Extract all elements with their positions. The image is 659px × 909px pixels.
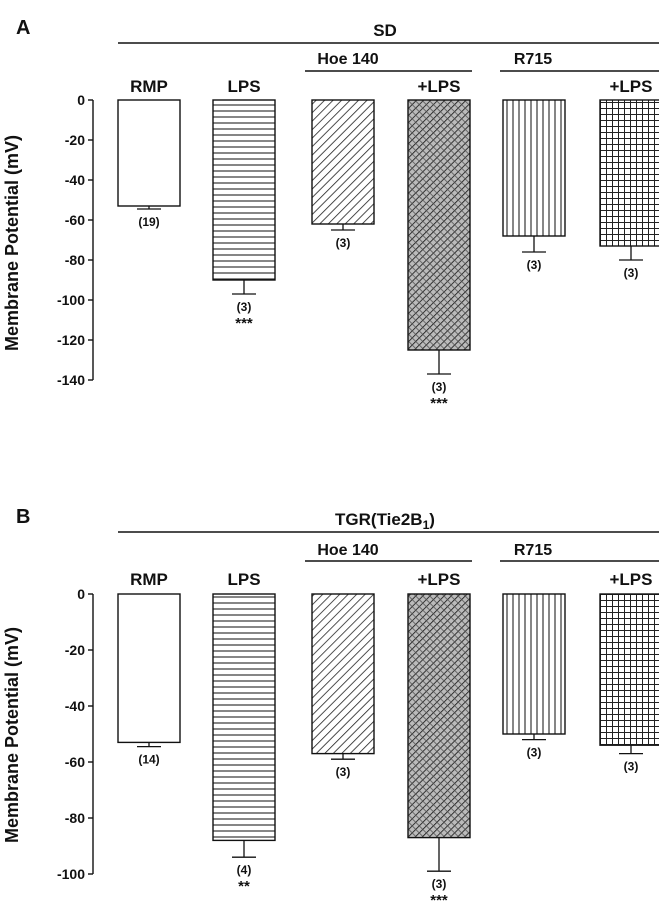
panel-a-y-axis-label: Membrane Potential (mV) [2, 135, 22, 351]
bar [599, 99, 659, 247]
y-tick-label: 0 [77, 586, 85, 602]
n-label: (3) [624, 266, 639, 280]
bar-label: +LPS [610, 570, 653, 589]
panel-b-y-axis-label: Membrane Potential (mV) [2, 627, 22, 843]
n-label: (3) [527, 746, 542, 760]
y-tick-label: -40 [65, 172, 85, 188]
y-tick-label: -40 [65, 698, 85, 714]
bar-label: +LPS [418, 77, 461, 96]
bar [599, 593, 659, 746]
bar [502, 593, 566, 735]
group-label-2: R715 [514, 542, 552, 559]
panel-b-plot: Hoe 140 R7150-20-40-60-80-100(14)RMP(4)**… [57, 531, 659, 909]
n-label: (3) [336, 765, 351, 779]
bar [407, 593, 471, 839]
bar-label: RMP [130, 77, 168, 96]
bar [311, 593, 375, 755]
y-tick-label: -20 [65, 132, 85, 148]
n-label: (3) [237, 300, 252, 314]
y-tick-label: -80 [65, 810, 85, 826]
n-label: (4) [237, 863, 252, 877]
panel-a-plot: Hoe 140 R715 0 -20 -40 -60 -80 -100 -120 -140 (19)… [57, 42, 659, 412]
bar [502, 99, 566, 237]
significance-label: *** [235, 315, 253, 332]
y-tick-label: 0 [77, 92, 85, 108]
panel-b-strain-label: TGR(Tie2B1) [335, 510, 435, 532]
n-label: (19) [138, 215, 159, 229]
bar-label: LPS [227, 77, 260, 96]
n-label: (14) [138, 753, 159, 767]
n-label: (3) [527, 258, 542, 272]
bar [117, 99, 181, 207]
n-label: (3) [624, 760, 639, 774]
bar-label: +LPS [610, 77, 653, 96]
y-tick-label: -60 [65, 212, 85, 228]
significance-label: *** [430, 395, 448, 412]
bar [117, 593, 181, 744]
y-tick-label: -140 [57, 372, 85, 388]
bar [407, 99, 471, 351]
y-tick-label: -120 [57, 332, 85, 348]
group-label-1: Hoe 140 [317, 51, 378, 68]
y-tick-label: -100 [57, 292, 85, 308]
panel-a-strain-label: SD [373, 21, 397, 40]
bar [212, 99, 276, 281]
significance-label: ** [238, 878, 250, 895]
y-tick-label: -20 [65, 642, 85, 658]
significance-label: *** [430, 892, 448, 909]
n-label: (3) [336, 236, 351, 250]
y-tick-label: -60 [65, 754, 85, 770]
bar-label: +LPS [418, 570, 461, 589]
panel-b-label: B [16, 506, 30, 528]
group-label-2: R715 [514, 51, 552, 68]
n-label: (3) [432, 380, 447, 394]
panel-a-label: A [16, 17, 30, 39]
group-label-1: Hoe 140 [317, 542, 378, 559]
n-label: (3) [432, 877, 447, 891]
y-tick-label: -100 [57, 866, 85, 882]
y-tick-label: -80 [65, 252, 85, 268]
bar-label: LPS [227, 570, 260, 589]
bar [311, 99, 375, 225]
bar-label: RMP [130, 570, 168, 589]
bar [212, 593, 276, 842]
